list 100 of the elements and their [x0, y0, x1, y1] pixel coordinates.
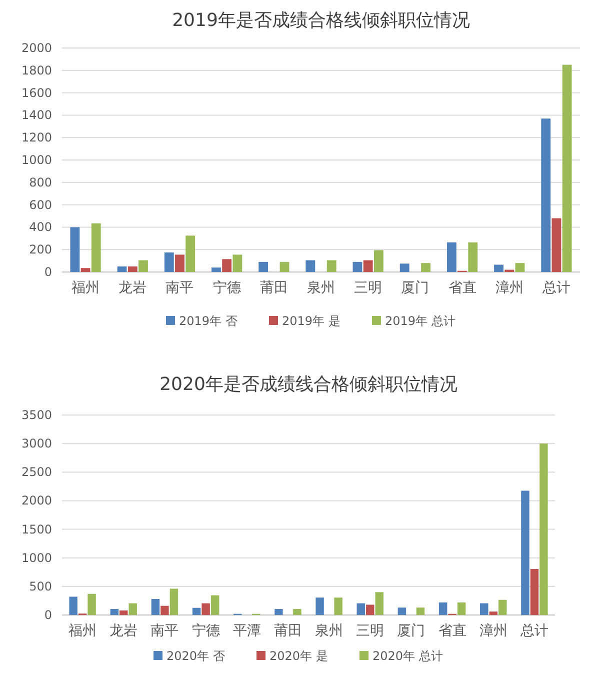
legend-label: 2020年 否	[166, 649, 225, 663]
x-tick-label: 南平	[150, 623, 179, 639]
y-tick-label: 1400	[21, 108, 52, 122]
bar	[552, 218, 562, 272]
y-tick-label: 2000	[21, 494, 52, 508]
bar	[356, 603, 365, 615]
bar	[366, 604, 374, 615]
legend-label: 2020年 是	[270, 649, 328, 663]
bar	[515, 263, 525, 272]
bar	[398, 608, 406, 615]
bar	[421, 263, 430, 272]
bar	[530, 569, 539, 615]
bar	[151, 599, 160, 615]
chart-title: 2020年是否成绩线合格倾斜职位情况	[160, 374, 458, 395]
x-tick-label: 南平	[166, 280, 194, 296]
bar	[293, 609, 302, 615]
y-tick-label: 1600	[21, 86, 52, 100]
bar	[521, 490, 530, 615]
x-tick-label: 漳州	[495, 280, 524, 296]
legend-label: 2020年 总计	[372, 649, 443, 663]
y-tick-label: 3500	[21, 408, 52, 422]
bar	[192, 608, 201, 615]
chart-title: 2019年是否成绩合格线倾斜职位情况	[172, 10, 470, 31]
y-tick-label: 400	[29, 220, 52, 234]
bar	[438, 602, 448, 615]
bar	[202, 603, 210, 615]
bar	[164, 252, 174, 272]
x-tick-label: 泉州	[307, 280, 335, 296]
bar	[374, 250, 384, 272]
bar	[400, 264, 410, 272]
bar	[326, 260, 336, 272]
x-tick-label: 省直	[448, 280, 476, 296]
x-tick-label: 总计	[541, 280, 570, 296]
bar	[110, 609, 118, 615]
bar	[446, 242, 456, 272]
bar	[160, 606, 169, 615]
y-tick-label: 3000	[21, 436, 52, 451]
y-tick-label: 200	[29, 242, 52, 257]
x-tick-label: 三明	[356, 623, 384, 639]
x-tick-label: 总计	[519, 623, 548, 639]
y-tick-label: 2500	[21, 465, 52, 480]
x-tick-label: 福州	[68, 623, 97, 639]
y-tick-label: 1000	[21, 153, 52, 167]
bar	[80, 268, 90, 272]
y-tick-label: 0	[44, 265, 52, 279]
legend-label: 2019年 是	[282, 314, 340, 328]
legend-label: 2019年 否	[179, 314, 238, 328]
bar	[170, 588, 178, 615]
bar	[175, 254, 184, 272]
bar	[416, 608, 425, 615]
y-tick-label: 500	[29, 579, 52, 594]
x-tick-label: 龙岩	[110, 623, 138, 639]
bar	[541, 118, 551, 272]
y-tick-label: 1200	[21, 130, 52, 145]
bar	[562, 64, 572, 272]
x-tick-label: 泉州	[315, 623, 344, 639]
bar	[88, 594, 96, 615]
bar	[128, 266, 138, 272]
x-tick-label: 宁德	[212, 280, 241, 296]
bar	[489, 612, 498, 615]
bar	[468, 242, 478, 272]
x-tick-label: 平潭	[232, 623, 261, 639]
bar	[232, 254, 242, 272]
bar	[480, 603, 488, 615]
bar	[498, 600, 507, 615]
bar	[457, 602, 466, 615]
x-tick-label: 漳州	[479, 623, 508, 639]
y-tick-label: 1500	[21, 522, 52, 536]
bar	[70, 227, 80, 272]
x-tick-label: 宁德	[192, 623, 220, 639]
bar	[280, 262, 290, 272]
bar	[334, 598, 342, 615]
legend-label: 2019年 总计	[385, 314, 456, 328]
bar	[274, 609, 283, 615]
y-tick-label: 0	[44, 608, 52, 622]
x-tick-label: 厦门	[397, 623, 426, 639]
bar	[352, 262, 362, 272]
y-tick-label: 1000	[21, 550, 52, 565]
bar	[117, 266, 127, 272]
bar	[258, 262, 268, 272]
bar	[222, 259, 232, 272]
bar	[306, 260, 316, 272]
bar	[91, 223, 101, 272]
bar	[212, 268, 221, 272]
x-tick-label: 三明	[354, 280, 382, 296]
bar	[69, 596, 78, 615]
x-tick-label: 莆田	[274, 623, 302, 639]
x-tick-label: 莆田	[260, 280, 288, 296]
bar	[128, 603, 137, 615]
y-tick-label: 1800	[21, 63, 52, 78]
bar	[210, 595, 220, 615]
bar	[138, 260, 148, 272]
bar	[316, 598, 324, 615]
bar	[375, 592, 384, 615]
y-tick-label: 2000	[21, 41, 52, 55]
x-tick-label: 省直	[438, 623, 466, 639]
y-tick-label: 800	[29, 175, 52, 190]
bar	[363, 260, 373, 272]
bar	[540, 444, 548, 615]
bar	[186, 236, 196, 272]
